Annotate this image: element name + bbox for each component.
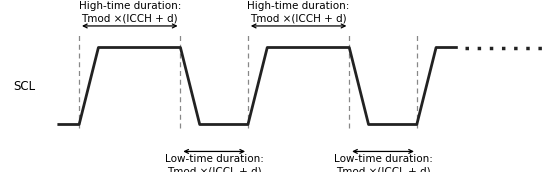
Text: High-time duration:
Tmod ×(ICCH + d): High-time duration: Tmod ×(ICCH + d) [248, 1, 350, 24]
Text: Low-time duration:
Tmod ×(ICCL + d): Low-time duration: Tmod ×(ICCL + d) [334, 154, 432, 172]
Text: High-time duration:
Tmod ×(ICCH + d): High-time duration: Tmod ×(ICCH + d) [79, 1, 181, 24]
Text: Low-time duration:
Tmod ×(ICCL + d): Low-time duration: Tmod ×(ICCL + d) [165, 154, 264, 172]
Text: SCL: SCL [13, 79, 36, 93]
